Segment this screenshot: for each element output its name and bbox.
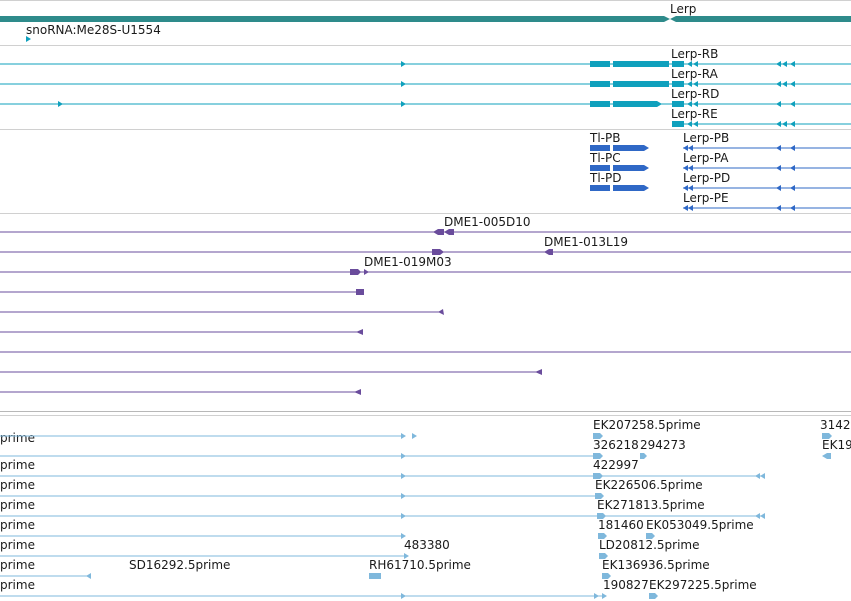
est-label-294273[interactable]: 294273 [640,438,686,452]
protein-label-lerp-pb[interactable]: Lerp-PB [683,131,729,145]
clone-label-005d10[interactable]: DME1-005D10 [444,215,531,229]
est-label-326218[interactable]: 326218 [593,438,639,452]
est-track: EK207258.5prime 3142 326218 294273 EK19 … [0,418,851,599]
est-row[interactable] [0,533,655,539]
protein-label-lerp-pa[interactable]: Lerp-PA [683,151,729,165]
transcript-label-ra[interactable]: Lerp-RA [671,67,719,81]
est-label-3142[interactable]: 3142 [820,418,851,432]
est-row[interactable] [0,473,765,479]
clone-row[interactable] [0,309,444,315]
protein-row-tl-pb[interactable] [590,145,649,151]
gene-lerp-notch-bottom [664,19,676,22]
protein-row-tl-pc[interactable] [590,165,649,171]
est-row[interactable] [0,553,608,559]
est-row-prefix: prime [0,458,35,472]
clone-row[interactable] [0,389,361,395]
snorna-feature[interactable] [26,36,31,42]
clone-row[interactable] [0,329,363,335]
transcript-label-rb[interactable]: Lerp-RB [671,47,718,61]
transcript-track: Lerp-RB Lerp-RA Lerp-RD Lerp-RE [0,47,851,130]
est-row[interactable] [0,593,658,599]
transcript-row-rd[interactable] [0,101,851,107]
est-label-ek226506[interactable]: EK226506.5prime [595,478,703,492]
est-row-prefix: prime [0,478,35,492]
est-label-ek207258[interactable]: EK207258.5prime [593,418,701,432]
est-row-prefix: prime [0,431,35,445]
protein-label-tl-pb[interactable]: Tl-PB [589,131,620,145]
transcript-label-re[interactable]: Lerp-RE [671,107,718,121]
est-row-prefix: prime [0,518,35,532]
gene-track: Lerp snoRNA:Me28S-U1554 [0,0,851,46]
protein-label-tl-pc[interactable]: Tl-PC [589,151,621,165]
est-row[interactable] [0,453,831,459]
est-row-prefix: prime [0,498,35,512]
protein-track: Tl-PB Tl-PC Tl-PD Lerp-PB Lerp-PA Lerp-P… [0,131,851,214]
protein-row-lerp-pa[interactable] [683,165,851,171]
est-label-ek297225[interactable]: EK297225.5prime [649,578,757,592]
clone-row[interactable] [0,269,851,275]
est-label-ek271813[interactable]: EK271813.5prime [597,498,705,512]
transcript-row-ra[interactable] [0,81,851,87]
transcript-row-rb[interactable] [0,61,851,67]
protein-row-tl-pd[interactable] [590,185,649,191]
protein-row-lerp-pb[interactable] [683,145,851,151]
est-label-ek136936[interactable]: EK136936.5prime [602,558,710,572]
est-label-rh61710[interactable]: RH61710.5prime [369,558,471,572]
protein-row-lerp-pd[interactable] [683,185,851,191]
clone-track: DME1-005D10 DME1-013L19 DME1-019M03 [0,215,851,416]
est-label-ek053049[interactable]: EK053049.5prime [646,518,754,532]
est-row[interactable] [0,433,832,439]
clone-label-019m03[interactable]: DME1-019M03 [364,255,452,269]
gene-lerp-notch [664,16,676,19]
est-label-483380[interactable]: 483380 [404,538,450,552]
est-label-ek19[interactable]: EK19 [822,438,851,452]
est-label-sd16292[interactable]: SD16292.5prime [129,558,230,572]
clone-row[interactable] [0,229,851,235]
clone-row[interactable] [0,249,851,255]
clone-label-013l19[interactable]: DME1-013L19 [544,235,628,249]
est-label-181460[interactable]: 181460 [598,518,644,532]
snorna-label[interactable]: snoRNA:Me28S-U1554 [26,23,161,37]
est-label-190827[interactable]: 190827 [603,578,649,592]
transcript-row-re[interactable] [672,121,851,127]
est-row[interactable] [0,573,611,579]
est-row-prefix: prime [0,538,35,552]
gene-lerp-label[interactable]: Lerp [670,2,696,16]
gene-lerp-bar[interactable] [0,16,851,22]
clone-row[interactable] [0,289,364,295]
protein-label-tl-pd[interactable]: Tl-PD [589,171,621,185]
est-label-422997[interactable]: 422997 [593,458,639,472]
est-row[interactable] [0,513,765,519]
est-row-prefix: prime [0,578,35,592]
est-label-ld20812[interactable]: LD20812.5prime [599,538,700,552]
transcript-label-rd[interactable]: Lerp-RD [671,87,719,101]
clone-row[interactable] [0,369,542,375]
protein-label-lerp-pe[interactable]: Lerp-PE [683,191,729,205]
protein-label-lerp-pd[interactable]: Lerp-PD [683,171,730,185]
est-row[interactable] [0,493,604,499]
est-row-prefix: prime [0,558,35,572]
protein-row-lerp-pe[interactable] [683,205,851,211]
